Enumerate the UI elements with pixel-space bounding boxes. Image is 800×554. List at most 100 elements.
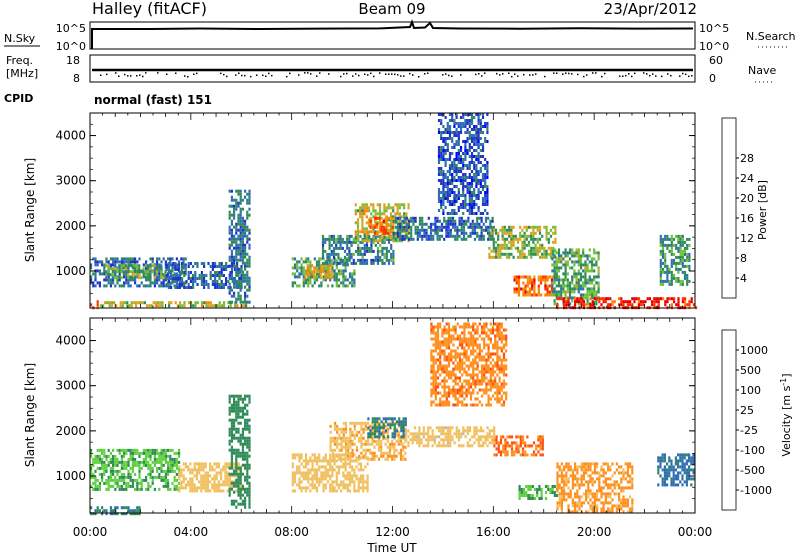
- range-cell: [661, 249, 665, 253]
- range-cell: [392, 231, 395, 235]
- range-cell: [545, 228, 548, 232]
- range-cell: [503, 252, 506, 256]
- range-cell: [204, 477, 207, 481]
- range-cell: [444, 176, 447, 179]
- range-cell: [553, 263, 556, 267]
- range-cell: [162, 276, 165, 280]
- range-cell: [681, 255, 684, 259]
- range-cell: [169, 284, 172, 288]
- range-cell: [126, 304, 129, 308]
- range-cell: [451, 188, 454, 191]
- range-cell: [385, 236, 388, 240]
- range-cell: [346, 243, 349, 247]
- range-cell: [333, 269, 336, 273]
- range-cell: [539, 275, 543, 279]
- range-cell: [442, 170, 445, 173]
- range-cell: [239, 442, 242, 446]
- range-cell: [681, 261, 684, 265]
- range-cell: [370, 246, 373, 250]
- range-cell: [458, 216, 461, 220]
- range-cell: [342, 439, 345, 443]
- range-cell: [459, 149, 463, 152]
- range-cell: [387, 261, 391, 265]
- range-cell: [448, 194, 452, 197]
- range-cell: [464, 140, 467, 143]
- range-cell: [304, 278, 308, 282]
- range-cell: [309, 456, 312, 460]
- range-cell: [175, 472, 178, 476]
- range-cell: [468, 131, 471, 134]
- range-cell: [118, 460, 121, 464]
- range-cell: [156, 257, 159, 261]
- range-cell: [224, 474, 227, 478]
- range-cell: [145, 460, 148, 464]
- range-cell: [497, 246, 500, 250]
- range-cell: [347, 445, 350, 449]
- range-cell: [155, 264, 158, 268]
- range-cell: [360, 436, 363, 440]
- range-cell: [462, 125, 465, 128]
- range-cell: [429, 438, 432, 442]
- range-cell: [107, 481, 110, 485]
- range-cell: [421, 225, 424, 229]
- range-cell: [222, 283, 225, 286]
- range-cell: [151, 475, 154, 479]
- range-cell: [134, 463, 137, 467]
- range-cell: [169, 463, 172, 467]
- range-cell: [484, 164, 487, 167]
- range-cell: [353, 281, 356, 285]
- range-cell: [309, 260, 312, 264]
- range-cell: [459, 161, 463, 164]
- range-cell: [411, 441, 414, 445]
- nave-dot: [628, 73, 630, 75]
- range-cell: [401, 228, 404, 232]
- range-cell: [552, 255, 555, 259]
- range-cell: [377, 439, 381, 443]
- range-cell: [228, 237, 231, 241]
- range-cell: [246, 237, 249, 241]
- range-cell: [330, 249, 333, 253]
- range-cell: [501, 252, 504, 256]
- range-cell: [477, 158, 480, 161]
- range-cell: [241, 442, 244, 446]
- range-cell: [679, 237, 682, 241]
- range-cell: [470, 194, 474, 197]
- range-cell: [508, 255, 511, 259]
- range-cell: [342, 453, 345, 457]
- range-cell: [153, 269, 156, 273]
- range-cell: [116, 512, 119, 516]
- range-cell: [436, 219, 439, 223]
- range-cell: [309, 489, 312, 493]
- range-cell: [228, 493, 231, 497]
- range-cell: [373, 423, 377, 427]
- range-cell: [357, 489, 360, 493]
- range-cell: [385, 209, 388, 213]
- range-cell: [107, 475, 110, 479]
- nave-dot: [193, 73, 195, 75]
- range-cell: [120, 260, 123, 264]
- range-cell: [233, 484, 236, 488]
- range-cell: [112, 509, 115, 513]
- range-cell: [319, 267, 322, 271]
- range-cell: [241, 231, 244, 235]
- range-cell: [443, 216, 446, 220]
- range-cell: [471, 222, 474, 226]
- range-cell: [318, 459, 321, 463]
- range-cell: [133, 264, 136, 268]
- range-cell: [588, 260, 591, 264]
- range-cell: [414, 231, 417, 235]
- range-cell: [175, 463, 178, 467]
- range-cell: [539, 281, 543, 285]
- range-cell: [402, 435, 405, 439]
- range-cell: [386, 454, 389, 458]
- range-cell: [162, 478, 165, 482]
- range-cell: [399, 222, 402, 226]
- range-cell: [134, 260, 137, 264]
- range-cell: [457, 152, 460, 155]
- range-cell: [494, 228, 498, 232]
- range-cell: [373, 426, 377, 430]
- range-cell: [351, 451, 354, 455]
- range-cell: [355, 474, 358, 478]
- range-cell: [204, 462, 207, 466]
- range-cell: [195, 486, 198, 490]
